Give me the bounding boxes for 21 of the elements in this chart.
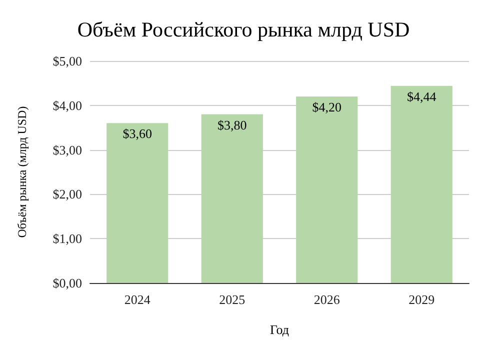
y-axis-title: Объём рынка (млрд USD) [15, 106, 29, 238]
bar [201, 114, 263, 283]
y-tick-label: $4,00 [52, 98, 82, 113]
x-axis-title: Год [270, 322, 290, 337]
y-tick-label: $5,00 [52, 54, 82, 68]
y-tick-label: $0,00 [52, 276, 82, 290]
data-label: $3,80 [218, 117, 247, 132]
x-tick-label: 2029 [408, 292, 435, 307]
x-tick-label: 2026 [314, 292, 340, 307]
data-label: $3,60 [122, 126, 152, 142]
y-tick-label: $3,00 [52, 142, 82, 158]
y-tick-label: $1,00 [52, 231, 82, 246]
bar [106, 123, 168, 283]
x-tick-label: 2025 [219, 292, 246, 307]
y-tick-label: $2,00 [52, 186, 82, 202]
x-tick-label: 2024 [124, 292, 151, 307]
bar [296, 96, 358, 283]
data-label: $4,20 [312, 100, 342, 115]
data-label: $4,44 [407, 88, 437, 104]
chart-title: Объём Российского рынка млрд USD [77, 18, 410, 42]
bar [390, 86, 452, 283]
